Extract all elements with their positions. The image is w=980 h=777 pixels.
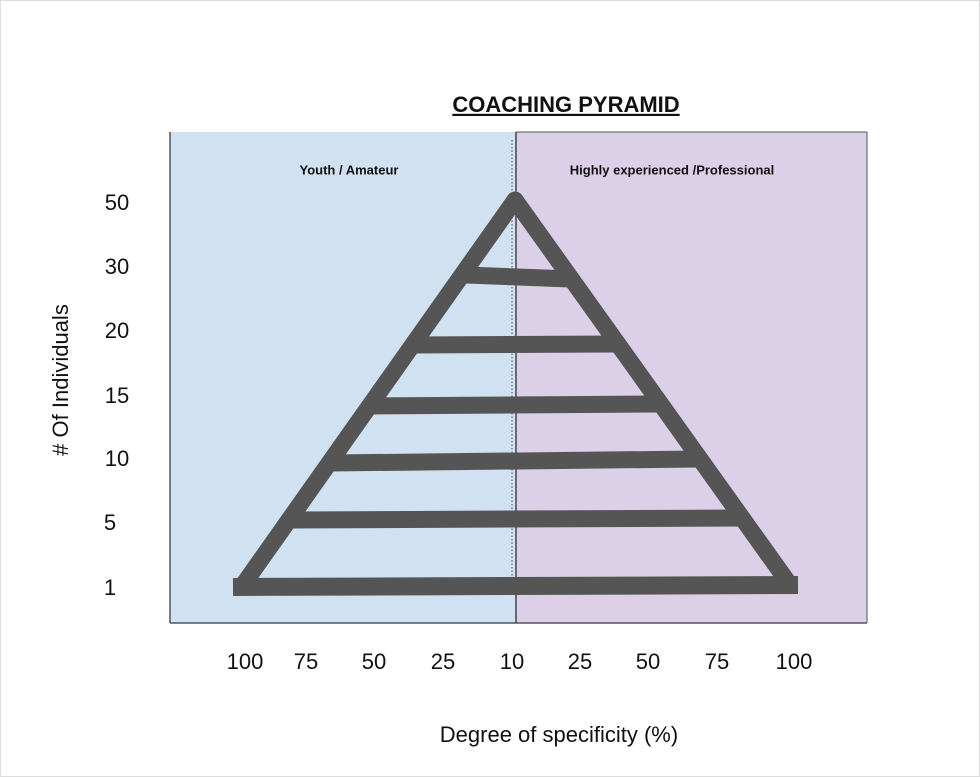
y-tick-label: 30 — [105, 254, 129, 279]
y-axis-label: # Of Individuals — [48, 304, 73, 456]
x-tick-label: 75 — [705, 649, 729, 674]
pyramid — [232, 191, 799, 596]
x-axis-label: Degree of specificity (%) — [440, 722, 678, 747]
pyramid-rung — [370, 395, 660, 415]
left-region — [170, 132, 516, 623]
y-tick-label: 20 — [105, 318, 129, 343]
pyramid-rung — [329, 450, 700, 472]
pyramid-rung — [413, 335, 617, 354]
x-tick-label: 100 — [776, 649, 813, 674]
x-tick-label: 25 — [431, 649, 455, 674]
y-tick-label: 15 — [105, 383, 129, 408]
y-tick-label: 50 — [105, 190, 129, 215]
x-tick-label: 25 — [568, 649, 592, 674]
region-label: Youth / Amateur — [300, 162, 399, 177]
pyramid-rung — [288, 509, 743, 529]
right-region — [516, 132, 867, 623]
y-tick-label: 10 — [105, 446, 129, 471]
x-tick-label: 50 — [636, 649, 660, 674]
pyramid-base — [232, 576, 799, 596]
title: COACHING PYRAMID — [452, 92, 679, 117]
y-tick-label: 1 — [104, 575, 116, 600]
pyramid-rung — [465, 266, 571, 288]
x-tick-label: 10 — [500, 649, 524, 674]
region-label: Highly experienced /Professional — [570, 162, 774, 177]
x-tick-label: 50 — [362, 649, 386, 674]
x-tick-label: 100 — [227, 649, 264, 674]
y-tick-label: 5 — [104, 510, 116, 535]
x-tick-label: 75 — [294, 649, 318, 674]
